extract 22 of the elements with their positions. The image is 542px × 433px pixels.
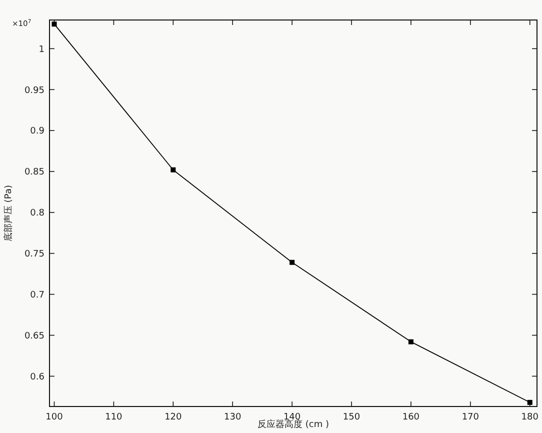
point — [170, 167, 176, 172]
y-tick-label: 0.9 — [30, 126, 45, 137]
y-axis-title: 底部声压 (Pa) — [3, 185, 14, 242]
y-tick-label: 0.75 — [24, 250, 44, 260]
x-tick-label: 110 — [105, 412, 123, 422]
point — [408, 339, 414, 344]
y-tick-label: 0.7 — [30, 290, 44, 301]
x-tick-label: 180 — [521, 412, 539, 422]
x-tick-label: 170 — [462, 412, 480, 422]
y-tick-label: 0.65 — [24, 331, 44, 342]
x-tick-label: 160 — [402, 412, 420, 422]
x-axis-title: 反应器高度 (cm ) — [258, 419, 329, 430]
y-tick-label: 0.6 — [30, 372, 45, 382]
y-tick-label: 0.8 — [30, 208, 45, 219]
x-tick-label: 120 — [164, 412, 182, 422]
x-tick-label: 100 — [46, 412, 64, 422]
point — [290, 260, 295, 265]
x-tick-label: 130 — [224, 412, 242, 422]
y-tick-label: 1 — [38, 44, 44, 55]
y-tick-label: 0.85 — [24, 168, 44, 178]
y-tick-label: 0.95 — [24, 86, 44, 96]
x-tick-label: 150 — [342, 412, 360, 422]
